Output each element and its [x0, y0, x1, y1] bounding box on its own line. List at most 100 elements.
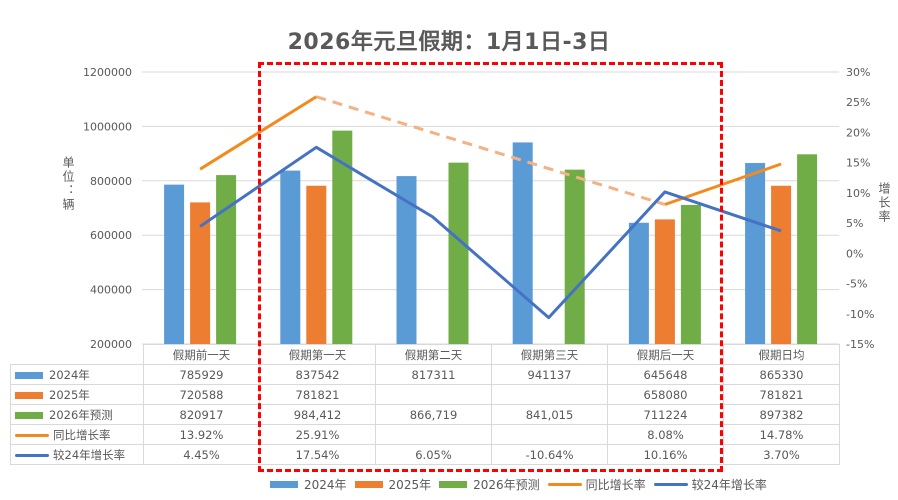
left-axis-tick: 400000: [90, 284, 132, 297]
left-axis-tick: 200000: [90, 338, 132, 351]
bar-2024年: [396, 176, 417, 344]
legend-key-icon: [439, 481, 468, 488]
legend: 2024年 2025年 2026年预测 同比增长率 较24年增长率: [270, 476, 767, 493]
series-key-icon: [15, 433, 49, 437]
left-axis-tick: 800000: [90, 175, 132, 188]
table-cell: [375, 424, 492, 445]
legend-key-icon: [270, 481, 298, 488]
table-cell: 781821: [723, 384, 840, 405]
legend-label: 2024年: [304, 478, 347, 492]
table-row: 2024年 785929 837542 817311 941137 645648 86533…: [10, 364, 840, 385]
table-cell: 10.16%: [607, 444, 724, 465]
table-cell: 3.70%: [723, 444, 840, 465]
table-cell: 820917: [143, 404, 260, 425]
table-row: 同比增长率 13.92% 25.91% 8.08% 14.78%: [10, 424, 840, 445]
series-key-icon: [15, 391, 43, 399]
table-cell: 897382: [723, 404, 840, 425]
legend-item: 2024年: [270, 476, 347, 493]
table-cell: 13.92%: [143, 424, 260, 445]
table-cell: 837542: [259, 364, 376, 385]
right-axis-tick: 5%: [846, 217, 863, 230]
legend-key-icon: [547, 483, 582, 486]
bar-2024年: [628, 222, 649, 344]
legend-key-icon: [653, 483, 688, 486]
table-cell: 785929: [143, 364, 260, 385]
table-row: 2025年 720588 781821 658080 781821: [10, 384, 840, 405]
left-axis-tick: 600000: [90, 229, 132, 242]
table-cell: 720588: [143, 384, 260, 405]
table-cell: 865330: [723, 364, 840, 385]
table-cell: 14.78%: [723, 424, 840, 445]
yoy-growth-dashed-line: [315, 95, 666, 206]
right-axis-tick: 30%: [846, 66, 870, 79]
series-label: 2025年: [49, 387, 90, 402]
table-cell: 841,015: [491, 404, 608, 425]
bar-2026年预测: [797, 154, 818, 344]
table-row: 2026年预测 820917 984,412 866,719 841,015 711224…: [10, 404, 840, 425]
series-key-icon: [15, 411, 43, 419]
legend-label: 2025年: [388, 478, 432, 492]
table-cell: -10.64%: [491, 444, 608, 465]
series-label: 同比增长率: [53, 427, 111, 442]
category-label: 假期日均: [723, 344, 840, 365]
bar-2024年: [745, 163, 766, 344]
table-cell: 25.91%: [259, 424, 376, 445]
category-label: 假期第二天: [375, 344, 492, 365]
right-axis-tick: 25%: [846, 96, 870, 109]
legend-key-icon: [354, 481, 383, 488]
table-cell: 658080: [607, 384, 724, 405]
bar-2026年预测: [332, 130, 353, 344]
legend-item: 2026年预测: [439, 476, 540, 493]
category-label: 假期前一天: [143, 344, 260, 365]
bar-2026年预测: [564, 169, 585, 344]
table-cell: 17.54%: [259, 444, 376, 465]
legend-item: 同比增长率: [547, 476, 646, 493]
table-cell: 941137: [491, 364, 608, 385]
table-cell: 4.45%: [143, 444, 260, 465]
bar-2026年预测: [216, 175, 237, 344]
table-cell: [491, 384, 608, 405]
legend-label: 2026年预测: [473, 478, 540, 492]
table-cell: 645648: [607, 364, 724, 385]
category-label: 假期第一天: [259, 344, 376, 365]
bar-2025年: [190, 202, 211, 344]
right-axis-tick: 0%: [846, 247, 863, 260]
right-axis-tick: 15%: [846, 157, 870, 170]
series-label: 2024年: [49, 367, 90, 382]
right-axis-tick: -5%: [846, 278, 867, 291]
bar-2026年预测: [680, 204, 701, 344]
category-label: 假期第三天: [491, 344, 608, 365]
legend-item: 较24年增长率: [653, 476, 767, 493]
chart-title: 2026年元旦假期：1月1日-3日: [287, 30, 611, 55]
right-axis-tick: 10%: [846, 187, 870, 200]
table-cell: 817311: [375, 364, 492, 385]
table-row: 较24年增长率 4.45% 17.54% 6.05% -10.64% 10.16% 3.70…: [10, 444, 840, 465]
table-cell: 866,719: [375, 404, 492, 425]
bar-2025年: [654, 219, 675, 344]
left-axis-label: 单位：辆: [61, 156, 75, 212]
bar-2026年预测: [448, 162, 469, 344]
series-key-icon: [15, 453, 49, 457]
table-cell: 8.08%: [607, 424, 724, 445]
right-axis-tick: -10%: [846, 308, 874, 321]
table-cell: [375, 384, 492, 405]
right-axis-label: 增长率: [877, 182, 891, 224]
table-corner: [11, 345, 144, 365]
category-label: 假期后一天: [607, 344, 724, 365]
bar-2024年: [164, 184, 185, 344]
table-cell: 781821: [259, 384, 376, 405]
legend-label: 同比增长率: [585, 478, 646, 492]
vs-2024-growth-line: [199, 145, 782, 320]
series-label: 2026年预测: [49, 407, 113, 422]
right-axis-tick: 20%: [846, 126, 870, 139]
table-cell: 6.05%: [375, 444, 492, 465]
series-key-icon: [15, 371, 43, 379]
legend-label: 较24年增长率: [691, 478, 767, 492]
right-axis-tick: -15%: [846, 338, 874, 351]
table-cell: 984,412: [259, 404, 376, 425]
table-cell: [491, 424, 608, 445]
series-label: 较24年增长率: [53, 447, 126, 462]
bar-2025年: [771, 185, 792, 344]
left-axis-tick: 1000000: [83, 120, 132, 133]
